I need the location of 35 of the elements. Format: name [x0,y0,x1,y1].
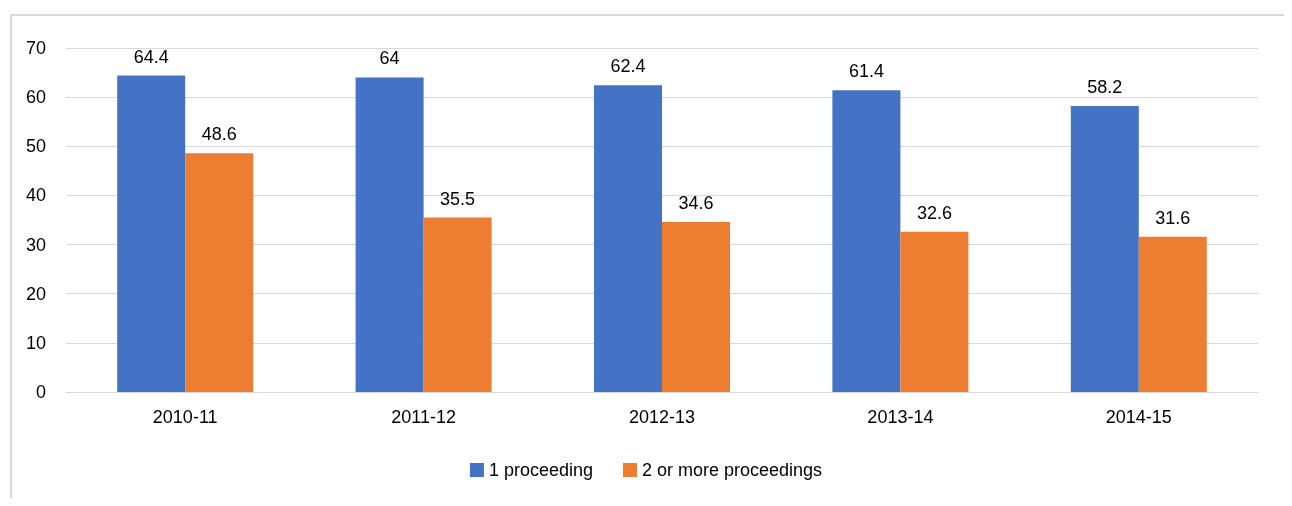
y-tick-label: 50 [25,136,46,157]
bar [355,77,424,392]
data-label: 62.4 [610,56,646,77]
data-label: 64 [379,48,400,69]
data-label: 32.6 [916,202,952,223]
y-tick-label: 10 [25,332,46,353]
bar [662,221,730,392]
legend-label: 1 proceeding [488,460,594,480]
bar [594,85,662,392]
y-tick-label: 30 [25,234,46,255]
bar [117,75,186,392]
bar [832,90,901,392]
y-tick-label: 40 [25,185,46,206]
data-label: 35.5 [440,188,476,209]
y-tick-label: 60 [25,87,46,108]
legend-label: 2 or more proceedings [641,460,823,480]
y-tick-label: 70 [25,38,46,58]
data-label: 48.6 [201,124,237,145]
x-tick-label: 2012-13 [628,407,696,427]
x-tick-label: 2013-14 [867,407,934,427]
y-tick-label: 0 [35,382,46,402]
bar [1070,105,1139,392]
data-label: 64.4 [133,46,169,67]
data-label: 61.4 [848,61,884,82]
x-tick-label: 2014-15 [1105,407,1172,427]
x-tick-label: 2010-11 [152,407,218,427]
data-label: 31.6 [1155,207,1191,228]
data-label: 58.2 [1087,76,1123,97]
bar [900,231,969,392]
bar [1138,236,1207,392]
bar [185,153,254,392]
y-tick-label: 20 [25,283,46,304]
bar [423,217,492,392]
data-label: 34.6 [678,192,714,213]
x-tick-label: 2011-12 [391,407,456,427]
